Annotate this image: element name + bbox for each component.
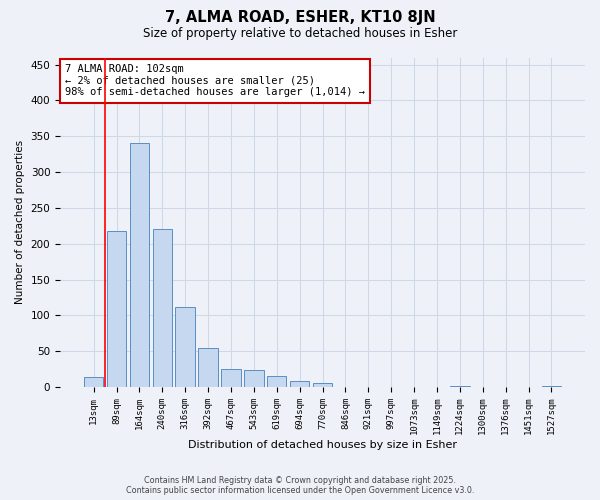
Bar: [267, 376, 286, 387]
X-axis label: Distribution of detached houses by size in Esher: Distribution of detached houses by size …: [188, 440, 457, 450]
Bar: [84, 377, 103, 387]
Y-axis label: Number of detached properties: Number of detached properties: [15, 140, 25, 304]
Bar: [221, 369, 241, 387]
Text: 7, ALMA ROAD, ESHER, KT10 8JN: 7, ALMA ROAD, ESHER, KT10 8JN: [164, 10, 436, 25]
Bar: [199, 348, 218, 387]
Text: Size of property relative to detached houses in Esher: Size of property relative to detached ho…: [143, 28, 457, 40]
Bar: [313, 383, 332, 387]
Bar: [175, 307, 195, 387]
Text: Contains HM Land Registry data © Crown copyright and database right 2025.
Contai: Contains HM Land Registry data © Crown c…: [126, 476, 474, 495]
Bar: [290, 382, 310, 387]
Bar: [244, 370, 263, 387]
Text: 7 ALMA ROAD: 102sqm
← 2% of detached houses are smaller (25)
98% of semi-detache: 7 ALMA ROAD: 102sqm ← 2% of detached hou…: [65, 64, 365, 98]
Bar: [542, 386, 561, 387]
Bar: [107, 231, 126, 387]
Bar: [152, 230, 172, 387]
Bar: [130, 144, 149, 387]
Bar: [450, 386, 470, 387]
